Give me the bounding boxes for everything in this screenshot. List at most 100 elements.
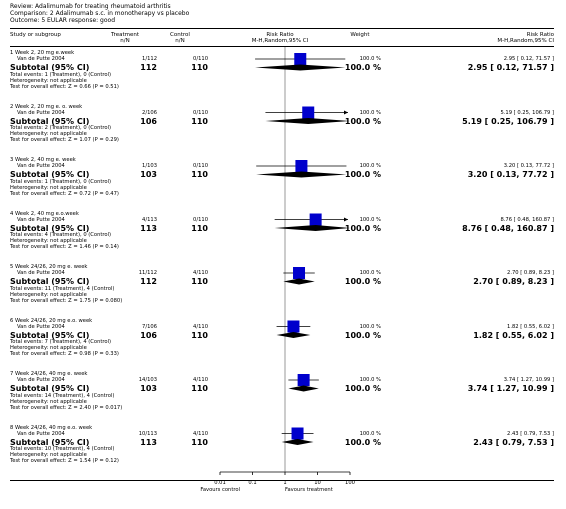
col-rr-sub: M-H,Random,95% CI bbox=[497, 38, 554, 44]
subtotal-label: Subtotal (95% CI) bbox=[10, 277, 90, 286]
comparison-title: Comparison: 2 Adalimumab s.c. in monothe… bbox=[10, 10, 190, 17]
subtotal-label: Subtotal (95% CI) bbox=[10, 116, 90, 126]
subtotal-rr: 8.76 [ 0.48, 160.87 ] bbox=[462, 223, 554, 233]
heterogeneity: Heterogeneity: not applicable bbox=[10, 131, 87, 137]
subtotal-control: 110 bbox=[191, 223, 208, 233]
favours-treatment-label: Favours treatment bbox=[285, 487, 333, 493]
study-treatment: 1/112 bbox=[142, 56, 157, 62]
study-weight: 100.0 % bbox=[359, 377, 381, 383]
study-square bbox=[293, 267, 306, 279]
overall-effect: Test for overall effect: Z = 1.54 (P = 0… bbox=[10, 458, 119, 464]
study-name: Van de Putte 2004 bbox=[17, 270, 65, 276]
study-treatment: 11/112 bbox=[138, 270, 157, 276]
subtotal-diamond bbox=[256, 171, 347, 178]
overall-effect: Test for overall effect: Z = 1.75 (P = 0… bbox=[10, 297, 123, 304]
subtotal-rr: 3.74 [ 1.27, 10.99 ] bbox=[467, 384, 554, 393]
study-name: Van de Putte 2004 bbox=[17, 56, 65, 62]
study-treatment: 4/113 bbox=[142, 216, 157, 223]
col-control-header: Control bbox=[170, 32, 190, 38]
axis-tick-label: 1 bbox=[283, 480, 287, 486]
study-control: 4/110 bbox=[193, 430, 208, 437]
study-rr: 2.70 [ 0.89, 8.23 ] bbox=[507, 270, 554, 276]
group-title: 8 Week 24/26, 40 mg e.o. week bbox=[10, 424, 93, 431]
subtotal-treatment: 112 bbox=[140, 277, 157, 286]
subtotal-rr: 1.82 [ 0.55, 6.02 ] bbox=[473, 330, 554, 340]
study-control: 0/110 bbox=[193, 163, 208, 169]
subtotal-rr: 5.19 [ 0.25, 106.79 ] bbox=[462, 116, 554, 126]
study-weight: 100.0 % bbox=[359, 109, 381, 116]
col-control-sub: n/N bbox=[175, 38, 185, 44]
study-control: 0/110 bbox=[193, 109, 208, 116]
group-title: 7 Week 24/26, 40 mg e. week bbox=[10, 371, 88, 377]
subtotal-control: 110 bbox=[191, 384, 208, 393]
axis-tick-label: 0.1 bbox=[248, 480, 257, 486]
subtotal-diamond bbox=[255, 64, 346, 71]
study-name: Van de Putte 2004 bbox=[17, 216, 65, 223]
total-events: Total events: 1 (Treatment), 0 (Control) bbox=[10, 178, 112, 185]
study-control: 0/110 bbox=[193, 56, 208, 62]
subtotal-rr: 2.95 [ 0.12, 71.57 ] bbox=[467, 63, 554, 72]
study-weight: 100.0 % bbox=[359, 163, 381, 169]
heterogeneity: Heterogeneity: not applicable bbox=[10, 238, 87, 244]
study-rr: 3.20 [ 0.13, 77.72 ] bbox=[503, 163, 554, 169]
subtotal-rr: 2.43 [ 0.79, 7.53 ] bbox=[473, 437, 554, 447]
group-title: 5 Week 24/26, 20 mg e. week bbox=[10, 264, 88, 270]
subtotal-control: 110 bbox=[191, 277, 208, 286]
subtotal-label: Subtotal (95% CI) bbox=[10, 223, 90, 233]
total-events: Total events: 14 (Treatment), 4 (Control… bbox=[10, 392, 115, 399]
study-control: 4/110 bbox=[193, 377, 208, 383]
subtotal-control: 110 bbox=[191, 330, 208, 340]
axis-tick-label: 100 bbox=[345, 480, 355, 486]
total-events: Total events: 10 (Treatment), 4 (Control… bbox=[10, 446, 115, 452]
study-square bbox=[291, 427, 304, 440]
review-title: Review: Adalimumab for treating rheumato… bbox=[10, 3, 171, 10]
study-name: Van de Putte 2004 bbox=[17, 323, 65, 330]
subtotal-rr: 3.20 [ 0.13, 77.72 ] bbox=[467, 170, 554, 179]
heterogeneity: Heterogeneity: not applicable bbox=[10, 345, 87, 351]
study-square bbox=[294, 53, 307, 65]
subtotal-weight: 100.0 % bbox=[344, 170, 381, 179]
subtotal-control: 110 bbox=[191, 437, 208, 447]
study-control: 0/110 bbox=[193, 216, 208, 223]
subtotal-diamond bbox=[265, 118, 350, 124]
subtotal-treatment: 112 bbox=[140, 63, 157, 72]
outcome-title: Outcome: 5 EULAR response: good bbox=[10, 17, 116, 24]
col-treatment-sub: n/N bbox=[120, 38, 130, 44]
total-events: Total events: 7 (Treatment), 4 (Control) bbox=[10, 339, 112, 345]
study-control: 4/110 bbox=[193, 270, 208, 276]
group-title: 3 Week 2, 40 mg e. week bbox=[10, 157, 76, 163]
subtotal-diamond bbox=[274, 225, 350, 231]
overall-effect: Test for overall effect: Z = 0.98 (P = 0… bbox=[10, 351, 119, 357]
study-square bbox=[295, 160, 308, 172]
study-rr: 2.43 [ 0.79, 7.53 ] bbox=[507, 430, 554, 437]
study-control: 4/110 bbox=[193, 323, 208, 330]
header-top-rule bbox=[10, 28, 554, 29]
study-weight: 100.0 % bbox=[359, 270, 381, 276]
study-weight: 100.0 % bbox=[359, 430, 381, 437]
study-treatment: 1/103 bbox=[142, 163, 157, 169]
study-name: Van de Putte 2004 bbox=[17, 430, 65, 437]
study-rr: 1.82 [ 0.55, 6.02 ] bbox=[507, 323, 554, 330]
heterogeneity: Heterogeneity: not applicable bbox=[10, 77, 87, 84]
group-title: 4 Week 2, 40 mg e.o.week bbox=[10, 210, 79, 217]
subtotal-label: Subtotal (95% CI) bbox=[10, 384, 90, 393]
col-rr-header: Risk Ratio bbox=[526, 32, 554, 38]
study-name: Van de Putte 2004 bbox=[17, 163, 65, 169]
study-treatment: 2/106 bbox=[142, 109, 157, 116]
footer-rule bbox=[10, 480, 554, 481]
subtotal-weight: 100.0 % bbox=[344, 116, 381, 126]
subtotal-weight: 100.0 % bbox=[344, 63, 381, 72]
heterogeneity: Heterogeneity: not applicable bbox=[10, 452, 87, 458]
col-treatment-header: Treatment bbox=[111, 32, 139, 38]
study-square bbox=[302, 106, 315, 119]
study-treatment: 14/103 bbox=[138, 377, 157, 383]
overall-effect: Test for overall effect: Z = 1.07 (P = 0… bbox=[10, 137, 119, 143]
col-rr-plot-sub: M-H,Random,95% CI bbox=[251, 38, 309, 44]
study-square bbox=[309, 213, 322, 226]
subtotal-control: 110 bbox=[191, 63, 208, 72]
subtotal-control: 110 bbox=[191, 116, 208, 126]
subtotal-control: 110 bbox=[191, 170, 208, 179]
group-title: 2 Week 2, 20 mg e. o. week bbox=[10, 103, 83, 110]
subtotal-diamond bbox=[281, 439, 314, 445]
subtotal-label: Subtotal (95% CI) bbox=[10, 437, 90, 447]
